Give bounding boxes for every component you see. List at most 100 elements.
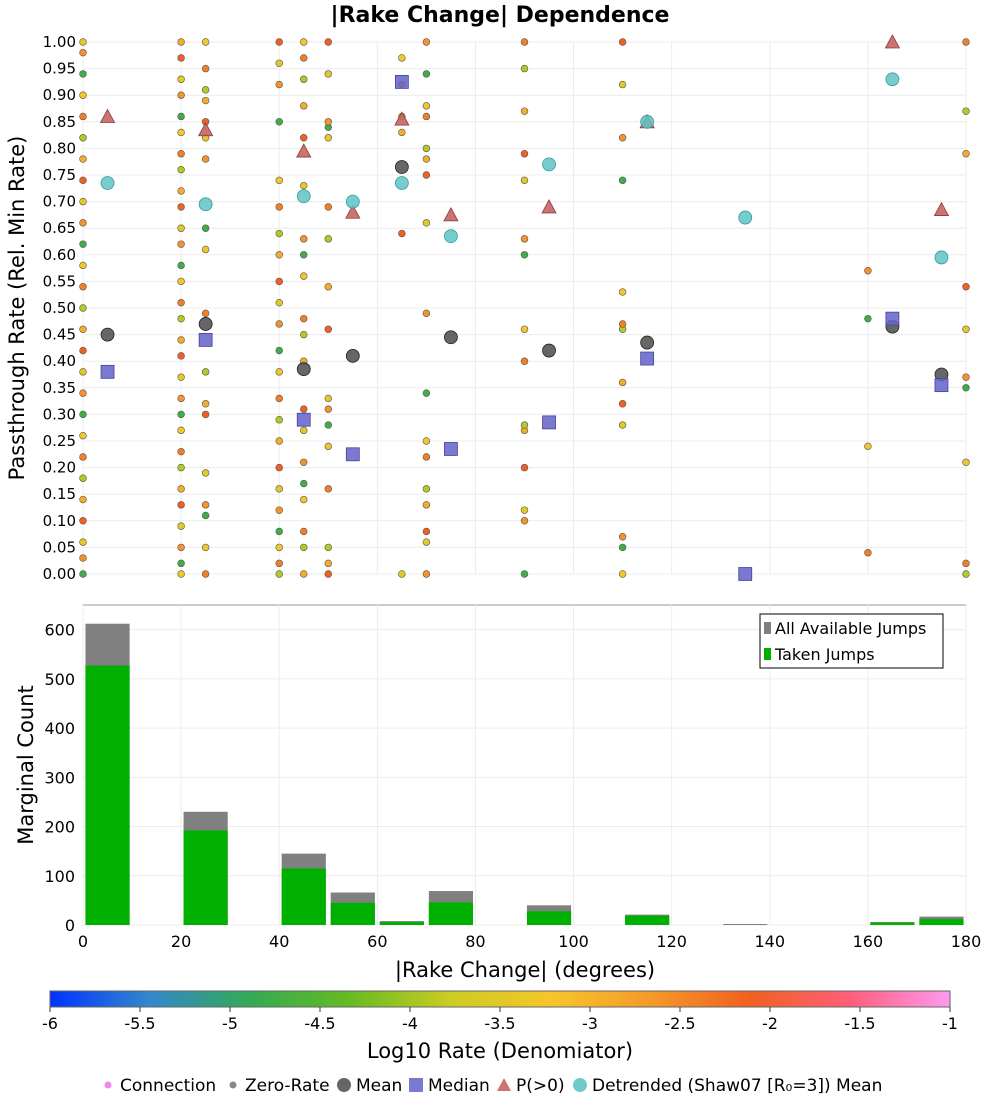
colorbar-ticks: -6 -5.5 -5 -4.5 -4 -3.5 -3 -2.5 -2 -1.5 -1 (42, 1007, 958, 1033)
histogram-panel: 0 100 200 300 400 500 600 0 20 40 60 80 100 120 140 16… (14, 604, 981, 983)
rupture-point (422, 309, 431, 318)
histogram-y-ticks: 0 100 200 300 400 500 600 (44, 621, 75, 935)
rupture-point (398, 54, 406, 62)
histogram-x-tick-label: 80 (465, 932, 485, 951)
rupture-point (79, 368, 87, 376)
rupture-point (177, 298, 185, 307)
legend-triangle-marker (497, 1078, 511, 1091)
rupture-point (201, 245, 210, 254)
rupture-point (177, 410, 185, 419)
rupture-point (79, 346, 87, 355)
rupture-point (618, 421, 627, 429)
median-marker (345, 447, 360, 462)
rupture-point (618, 176, 627, 185)
rupture-point (177, 224, 185, 232)
colorbar: -6 -5.5 -5 -4.5 -4 -3.5 -3 -2.5 -2 -1.5 -1 Log10 R… (42, 990, 958, 1063)
histogram-x-tick-label: 180 (951, 932, 982, 951)
scatter-y-ticks: 0.00 0.05 0.10 0.15 0.20 0.25 0.30 0.35 0.40 0.45… (43, 33, 76, 583)
rupture-point (324, 325, 332, 333)
rupture-point (275, 203, 283, 211)
rupture-point (962, 384, 970, 392)
rupture-point (177, 150, 185, 158)
mean-marker (394, 160, 409, 174)
histogram-y-tick-label: 100 (44, 867, 75, 886)
mean-marker (296, 362, 311, 377)
scatter-panel: 0.00 0.05 0.10 0.15 0.20 0.25 0.30 0.35 0.40 0.45… (5, 33, 970, 583)
rupture-point (177, 187, 185, 195)
rupture-point (618, 543, 627, 552)
rupture-point (275, 416, 283, 424)
rupture-point (79, 431, 87, 440)
scatter-y-tick-label: 0.05 (43, 538, 76, 556)
p-gt-zero-marker (99, 108, 116, 123)
rupture-point (177, 352, 185, 360)
rupture-point (520, 506, 529, 514)
legend-label-taken: Taken Jumps (774, 645, 875, 664)
rupture-point (520, 570, 529, 578)
bar-taken (919, 919, 964, 925)
colorbar-tick-label: -1 (942, 1014, 958, 1033)
bar-taken (526, 911, 572, 925)
legend-label: P(>0) (516, 1076, 565, 1096)
colorbar-tick-label: -3.5 (484, 1014, 515, 1033)
rupture-point (324, 559, 332, 568)
rupture-point (962, 150, 970, 158)
rupture-point (300, 314, 308, 323)
rupture-point (275, 570, 283, 578)
rupture-point (324, 485, 332, 493)
scatter-y-tick-label: 0.45 (43, 326, 76, 344)
legend-label: Mean (356, 1076, 402, 1096)
p-gt-zero-marker (345, 204, 361, 219)
rupture-point (201, 64, 210, 73)
median-marker (296, 412, 311, 427)
rupture-point (275, 346, 283, 355)
rupture-point (422, 70, 431, 78)
rupture-point (275, 176, 283, 185)
histogram-x-ticks: 0 20 40 60 80 100 120 140 160 180 (78, 932, 981, 951)
scatter-grid (82, 41, 967, 575)
rupture-point (79, 155, 87, 163)
rupture-point (275, 368, 283, 376)
rupture-point (275, 277, 283, 286)
rupture-point (962, 570, 970, 578)
rupture-point (422, 437, 431, 445)
rupture-point (962, 373, 970, 381)
rupture-point (618, 320, 627, 328)
histogram-x-tick-label: 120 (656, 932, 687, 951)
rupture-point (201, 400, 210, 408)
rupture-point (275, 298, 283, 307)
rupture-point (79, 261, 87, 270)
histogram-y-tick-label: 200 (44, 818, 75, 837)
rupture-point (618, 570, 627, 578)
rupture-point (177, 559, 185, 568)
rupture-point (618, 378, 627, 387)
rupture-point (618, 288, 627, 296)
rupture-point (201, 155, 210, 163)
rupture-point (398, 570, 406, 578)
rupture-point (275, 80, 283, 89)
rupture-point (422, 389, 431, 397)
rupture-point (177, 128, 185, 137)
rupture-point (79, 283, 87, 291)
rupture-point (618, 134, 627, 142)
rupture-point (300, 543, 308, 552)
rupture-point (79, 495, 87, 504)
histogram-y-tick-label: 0 (65, 916, 75, 935)
rupture-point (324, 235, 332, 243)
legend-square-marker (409, 1078, 423, 1092)
rupture-point (300, 235, 308, 243)
bar-all-available (723, 924, 768, 925)
rupture-point (201, 368, 210, 376)
scatter-y-tick-label: 0.15 (43, 485, 76, 503)
rupture-point (422, 102, 431, 110)
rupture-point (520, 517, 529, 525)
detrended-mean-marker (100, 176, 115, 190)
median-marker (100, 364, 115, 379)
rupture-point (422, 485, 431, 493)
mean-marker (640, 335, 655, 350)
legend-label-all: All Available Jumps (775, 619, 926, 638)
rupture-point (300, 458, 308, 466)
mean-marker (444, 330, 458, 345)
scatter-y-axis-label: Passthrough Rate (Rel. Min Rate) (5, 136, 29, 481)
